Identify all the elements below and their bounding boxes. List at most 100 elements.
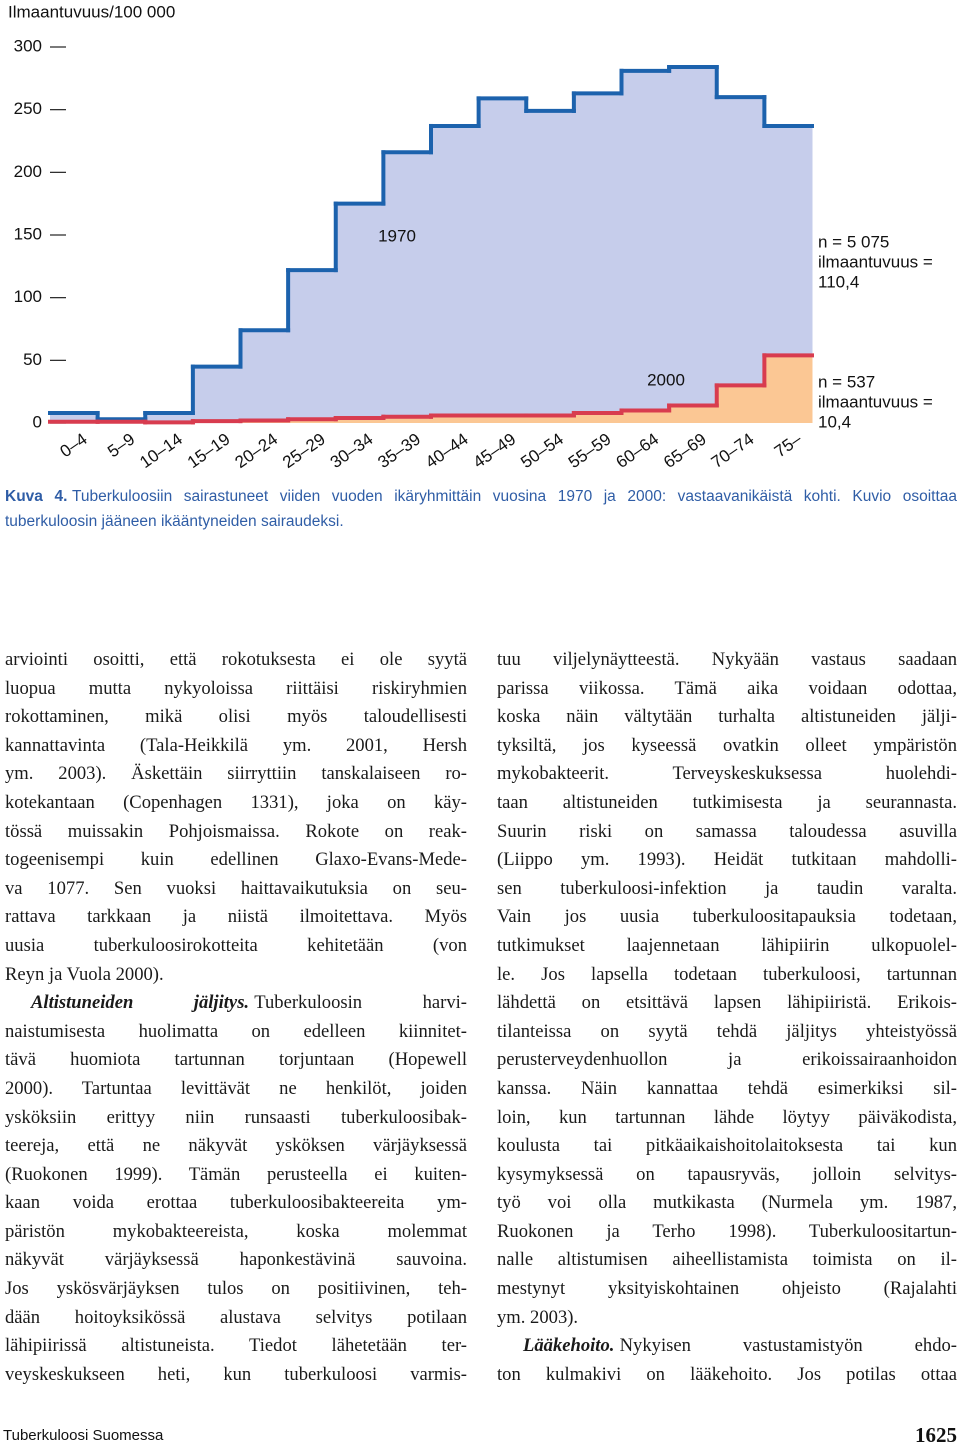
text-line: ym. 2003). <box>497 1306 579 1328</box>
text-line: le. Jos lapsella todetaan tuberkuloosi, … <box>497 963 957 985</box>
x-tick-label: 75– <box>771 429 806 461</box>
text-line: rattava tarkkaan ja niistä ilmoitettava.… <box>5 906 467 928</box>
step-area <box>192 366 241 423</box>
text-line: tössä muissakin Pohjoismaissa. Rokote on… <box>5 820 467 842</box>
text-line: (Liippo ym. 1993). Heidät tutkitaan mahd… <box>497 849 957 871</box>
step-area <box>145 412 194 423</box>
x-tick-label: 55–59 <box>565 429 615 472</box>
text-line: kysymyksessä on tapausryväs, jolloin sel… <box>497 1163 957 1185</box>
text-line: dään hoitoyksikössä alustava selvitys po… <box>5 1306 467 1328</box>
y-tick-label: 150 <box>14 224 42 243</box>
text-column: tuu viljelynäytteestä. Nykyään vastaus s… <box>497 646 957 1389</box>
text-line: Vain jos uusia tuberkuloositapauksia tod… <box>497 906 957 928</box>
step-area <box>50 412 99 423</box>
annotation: 110,4 <box>818 272 859 291</box>
step-area <box>335 203 384 423</box>
text-line: Lääkehoito. Nykyisen vastustamistyön ehdo… <box>497 1332 957 1361</box>
y-tick-label: 100 <box>14 287 42 306</box>
step-area <box>621 70 670 424</box>
x-tick-label: 30–34 <box>327 429 377 472</box>
y-axis-title: Ilmaantuvuus/100 000 <box>8 2 175 21</box>
x-tick-label: 45–49 <box>470 429 520 472</box>
x-tick-label: 20–24 <box>232 429 282 472</box>
step-area <box>764 355 813 423</box>
text-line: lähipiirissä altistuneista. Tiedot lähet… <box>5 1335 467 1357</box>
y-tick-label: 200 <box>14 162 42 181</box>
page-number: 1625 <box>915 1423 957 1447</box>
step-area <box>526 415 575 423</box>
step-area <box>573 93 622 423</box>
step-area <box>240 330 289 423</box>
x-tick-label: 50–54 <box>517 429 567 472</box>
text-line: tävä huomiota tartunnan torjuntaan (Hope… <box>5 1049 467 1071</box>
y-tick-label: 300 <box>14 36 42 55</box>
x-tick-label: 0–4 <box>57 429 91 461</box>
text-line: va 1077. Sen vuoksi haittavaikutuksia on… <box>5 877 467 899</box>
series-label: 1970 <box>378 226 416 245</box>
x-tick-label: 70–74 <box>708 429 758 472</box>
step-area <box>621 410 670 423</box>
text-line: tuu viljelynäytteestä. Nykyään vastaus s… <box>497 649 957 670</box>
text-line: tyksiltä, jos kyseessä ovatkin olleet ym… <box>497 734 957 756</box>
step-area <box>669 405 718 423</box>
chart: Ilmaantuvuus/100 000 0 50 100 150 200 250 300 0… <box>8 2 933 472</box>
text-column: arviointi osoitti, että rokotuksesta ei … <box>5 646 467 1389</box>
text-line: mykobakteerit. Terveyskeskuksessa huoleh… <box>497 763 957 785</box>
text-line: lähdettä on etsittävä lapsen lähipiirist… <box>497 992 957 1014</box>
text-line: Ruokonen ja Terho 1998). Tuberkuloositar… <box>497 1220 957 1242</box>
text-line: koulusta tai pitkäaikaishoitolaitoksesta… <box>497 1135 957 1157</box>
x-tick-label: 15–19 <box>184 429 234 472</box>
text-line: kanssa. Näin kannattaa tehdä esimerkiksi… <box>497 1077 957 1099</box>
run-in-heading: Altistuneiden jäljitys. <box>31 992 250 1014</box>
step-area <box>716 385 765 423</box>
annotation: n = 537 <box>818 372 875 391</box>
x-tick-label: 5–9 <box>104 429 138 461</box>
text-line: ton kulmakivi on lääkehoito. Jos potilas… <box>497 1363 957 1385</box>
footer-journal: Tuberkuloosi Suomessa <box>3 1427 164 1444</box>
text-line: mestynyt yksityiskohtainen ohjeisto (Raj… <box>497 1278 957 1300</box>
x-tick-label: 25–29 <box>279 429 329 472</box>
figure-caption: Kuva 4. Tuberkuloosiin sairastuneet viide… <box>5 484 957 534</box>
text-line: arviointi osoitti, että rokotuksesta ei … <box>5 649 467 670</box>
step-area <box>478 98 527 424</box>
text-line: Jos yskösvärjäyksen tulos on positiivine… <box>5 1278 467 1300</box>
step-area <box>383 152 432 423</box>
text-line: näkyvät värjäyksessä haponkestävinä sauv… <box>5 1249 467 1271</box>
text-line: loin, kun tartunnan lähde löytyy päiväko… <box>497 1106 957 1128</box>
annotation: ilmaantuvuus = <box>818 252 933 271</box>
x-tick-label: 40–44 <box>422 429 472 472</box>
text-line: päristön mykobakteereista, koska molemma… <box>5 1220 467 1242</box>
text-line: tilanteissa on syytä tehdä jäljitys yhte… <box>497 1020 957 1042</box>
text-line: kaan voida erottaa tuberkuloosibakteerei… <box>5 1192 467 1214</box>
run-in-heading: Lääkehoito. <box>523 1335 615 1357</box>
text-line: ym. 2003). Äskettäin siirryttiin tanskal… <box>5 763 467 785</box>
annotation: 10,4 <box>818 412 851 431</box>
text-line: Altistuneiden jäljitys. Tuberkuloosin har… <box>5 989 467 1018</box>
text-line: koska näin vältytään turhalta altistunei… <box>497 706 957 728</box>
step-area <box>288 270 337 423</box>
text-line: veyskeskukseen heti, kun tuberkuloosi va… <box>5 1363 467 1385</box>
y-tick-label: 50 <box>23 350 42 369</box>
step-area <box>573 412 622 423</box>
step-area <box>431 125 480 424</box>
step-area <box>716 97 765 423</box>
text-line: perusterveydenhuollon ja erikoissairaanh… <box>497 1049 957 1071</box>
text-line: parissa viikossa. Tämä aika voidaan odot… <box>497 677 957 699</box>
text-line: kotekantaan (Copenhagen 1331), joka on k… <box>5 791 467 813</box>
text-line: tutkimukset laajennetaan lähipiirin ulko… <box>497 934 957 956</box>
x-tick-label: 60–64 <box>613 429 663 472</box>
annotation: n = 5 075 <box>818 232 889 251</box>
x-tick-label: 65–69 <box>660 429 710 472</box>
text-run: Nykyisen vastustamistyön ehdo- <box>619 1335 957 1357</box>
y-tick-label: 0 <box>33 412 42 431</box>
x-tick-label: 10–14 <box>136 429 186 472</box>
caption-text: Tuberkuloosiin sairastuneet viiden vuode… <box>5 488 957 530</box>
text-line: uusia tuberkuloosirokotteita kehitetään … <box>5 934 467 956</box>
step-area <box>669 67 718 423</box>
text-run: Tuberkuloosin harvi- <box>254 992 467 1014</box>
text-line: ysköksiin erittyy niin runsaasti tuberku… <box>5 1106 467 1128</box>
text-line: Reyn ja Vuola 2000). <box>5 963 164 985</box>
step-area <box>335 417 384 423</box>
text-line: luopua mutta nykyoloissa riittäisi riski… <box>5 677 467 699</box>
